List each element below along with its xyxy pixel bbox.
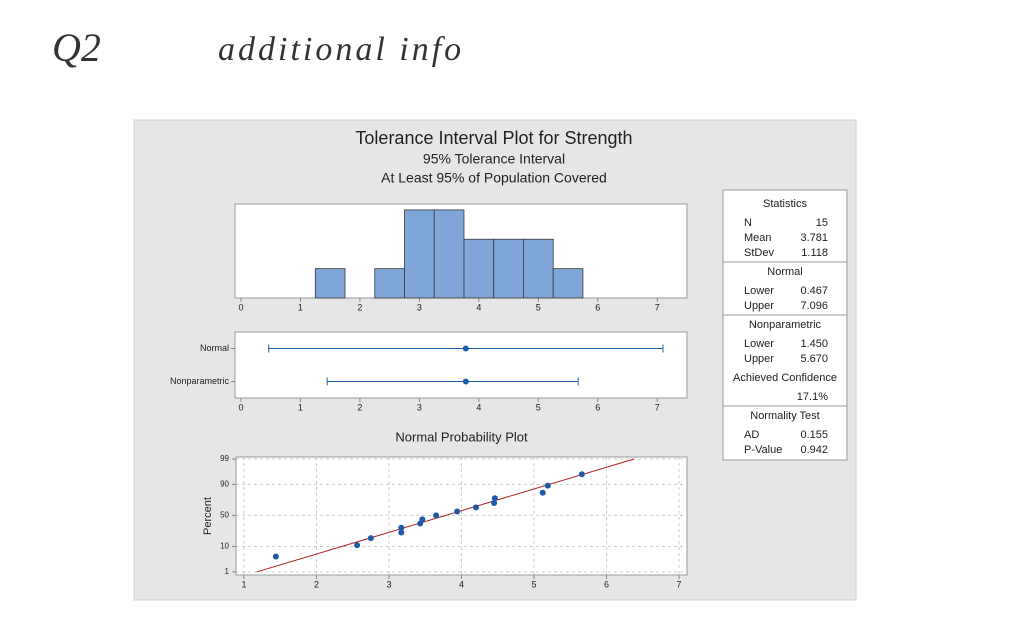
x-tick-label: 7: [655, 402, 660, 412]
statistics-table: [722, 189, 848, 461]
probability-area: [235, 456, 688, 576]
x-tick-label: 2: [357, 402, 362, 412]
x-tick-label: 4: [459, 579, 464, 589]
interval-area: [234, 331, 688, 399]
histogram-bar: [433, 209, 465, 299]
fit-line: [256, 458, 635, 573]
data-point: [354, 542, 361, 549]
x-tick-label: 5: [536, 402, 541, 412]
data-point: [539, 489, 546, 496]
section-title: Normal: [767, 266, 802, 278]
stat-label: P-Value: [744, 444, 782, 456]
x-tick-label: 2: [357, 302, 362, 312]
stat-value: 0.155: [800, 429, 828, 441]
data-point: [433, 512, 440, 519]
x-tick-label: 7: [655, 302, 660, 312]
y-axis-label: Percent: [202, 497, 214, 535]
x-tick-label: 6: [595, 302, 600, 312]
panel-subtitle: At Least 95% of Population Covered: [381, 170, 607, 186]
y-tick-label: 1: [225, 567, 230, 576]
stat-note: Achieved Confidence: [733, 372, 837, 384]
stat-value: 1.450: [800, 338, 828, 350]
section-title: Nonparametric: [749, 319, 822, 331]
x-tick-label: 6: [595, 402, 600, 412]
data-point: [367, 535, 374, 542]
section-title: Statistics: [763, 198, 808, 210]
data-point: [473, 504, 480, 511]
x-tick-label: 1: [298, 302, 303, 312]
stat-value: 7.096: [800, 300, 828, 312]
stat-label: Upper: [744, 300, 774, 312]
y-tick-label: Nonparametric: [170, 376, 230, 386]
histogram-bar: [314, 268, 346, 299]
x-tick-label: 3: [417, 402, 422, 412]
data-point: [454, 508, 461, 515]
x-tick-label: 0: [238, 402, 243, 412]
stat-value: 0.942: [800, 444, 828, 456]
stat-value: 15: [816, 217, 828, 229]
mean-point: [462, 345, 469, 352]
data-point: [491, 500, 498, 507]
data-point: [544, 482, 551, 489]
stat-label: Lower: [744, 285, 774, 297]
x-tick-label: 3: [417, 302, 422, 312]
x-tick-label: 6: [604, 579, 609, 589]
stat-label: AD: [744, 429, 759, 441]
stat-note-value: 17.1%: [797, 391, 828, 403]
stat-label: N: [744, 217, 752, 229]
y-tick-label: Normal: [200, 343, 229, 353]
data-point: [578, 471, 585, 478]
histogram-bar: [404, 209, 435, 299]
stat-value: 3.781: [800, 232, 828, 244]
x-tick-label: 0: [238, 302, 243, 312]
mean-point: [462, 378, 469, 385]
x-tick-label: 5: [536, 302, 541, 312]
note-text: additional info: [218, 31, 464, 68]
histogram-bar: [523, 238, 554, 299]
data-point: [419, 516, 426, 523]
x-tick-label: 1: [298, 402, 303, 412]
y-tick-label: 50: [220, 511, 229, 520]
panel-title: Tolerance Interval Plot for Strength: [355, 128, 632, 148]
x-tick-label: 2: [314, 579, 319, 589]
histogram-bar: [463, 238, 495, 299]
x-tick-label: 1: [241, 579, 246, 589]
x-tick-label: 4: [476, 302, 481, 312]
note-label: Q2: [52, 25, 101, 70]
stat-value: 0.467: [800, 285, 828, 297]
x-tick-label: 4: [476, 402, 481, 412]
y-tick-label: 99: [220, 454, 229, 463]
stat-value: 5.670: [800, 353, 828, 365]
section-title: Normality Test: [750, 410, 819, 422]
x-tick-label: 7: [677, 579, 682, 589]
stat-label: Lower: [744, 338, 774, 350]
histogram-bar: [374, 268, 405, 299]
stat-label: Upper: [744, 353, 774, 365]
y-tick-label: 10: [220, 542, 229, 551]
plot-title: Normal Probability Plot: [395, 429, 528, 444]
data-point: [398, 529, 405, 536]
data-point: [272, 553, 279, 560]
stat-label: StDev: [744, 247, 774, 259]
stat-label: Mean: [744, 232, 772, 244]
histogram-bar: [552, 268, 584, 299]
data-point: [491, 495, 498, 502]
x-tick-label: 3: [386, 579, 391, 589]
histogram-bar: [493, 238, 524, 299]
y-tick-label: 90: [220, 479, 229, 488]
panel-subtitle: 95% Tolerance Interval: [423, 151, 565, 167]
stat-value: 1.118: [801, 247, 828, 259]
data-point: [398, 524, 405, 531]
x-tick-label: 5: [532, 579, 537, 589]
